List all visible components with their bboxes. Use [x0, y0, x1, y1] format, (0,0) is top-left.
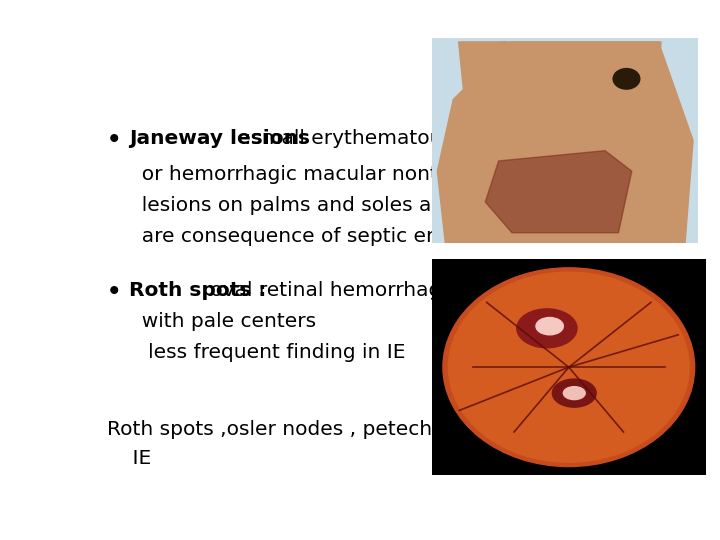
Polygon shape — [501, 42, 549, 95]
Text: with pale centers: with pale centers — [129, 312, 316, 331]
Circle shape — [449, 272, 689, 462]
Text: Roth spots :: Roth spots : — [129, 281, 266, 300]
Text: •: • — [107, 281, 121, 304]
Text: are consequence of septic embolic events: are consequence of septic embolic events — [129, 227, 567, 246]
Polygon shape — [437, 42, 693, 243]
Text: oval retinal hemorrhages: oval retinal hemorrhages — [204, 281, 464, 300]
Circle shape — [443, 268, 695, 467]
Text: IE: IE — [107, 449, 151, 468]
Ellipse shape — [552, 379, 596, 407]
Polygon shape — [587, 42, 626, 95]
Text: •: • — [107, 129, 121, 152]
Text: not pathognomonic: not pathognomonic — [438, 420, 660, 440]
Text: lesions on palms and soles and: lesions on palms and soles and — [129, 196, 457, 215]
Ellipse shape — [536, 318, 563, 335]
Text: :small erythematous: :small erythematous — [238, 129, 453, 149]
Ellipse shape — [517, 309, 577, 348]
Text: or hemorrhagic macular nontender: or hemorrhagic macular nontender — [129, 165, 497, 184]
Polygon shape — [459, 42, 507, 95]
Text: of: of — [536, 420, 562, 440]
Text: Roth spots ,osler nodes , petechial hge are: Roth spots ,osler nodes , petechial hge … — [107, 420, 545, 440]
Polygon shape — [544, 42, 587, 95]
Polygon shape — [485, 151, 632, 233]
Text: less frequent finding in IE: less frequent finding in IE — [129, 343, 405, 362]
Circle shape — [613, 69, 640, 89]
Text: Janeway lesions: Janeway lesions — [129, 129, 310, 149]
Polygon shape — [624, 42, 661, 95]
Ellipse shape — [563, 387, 585, 400]
